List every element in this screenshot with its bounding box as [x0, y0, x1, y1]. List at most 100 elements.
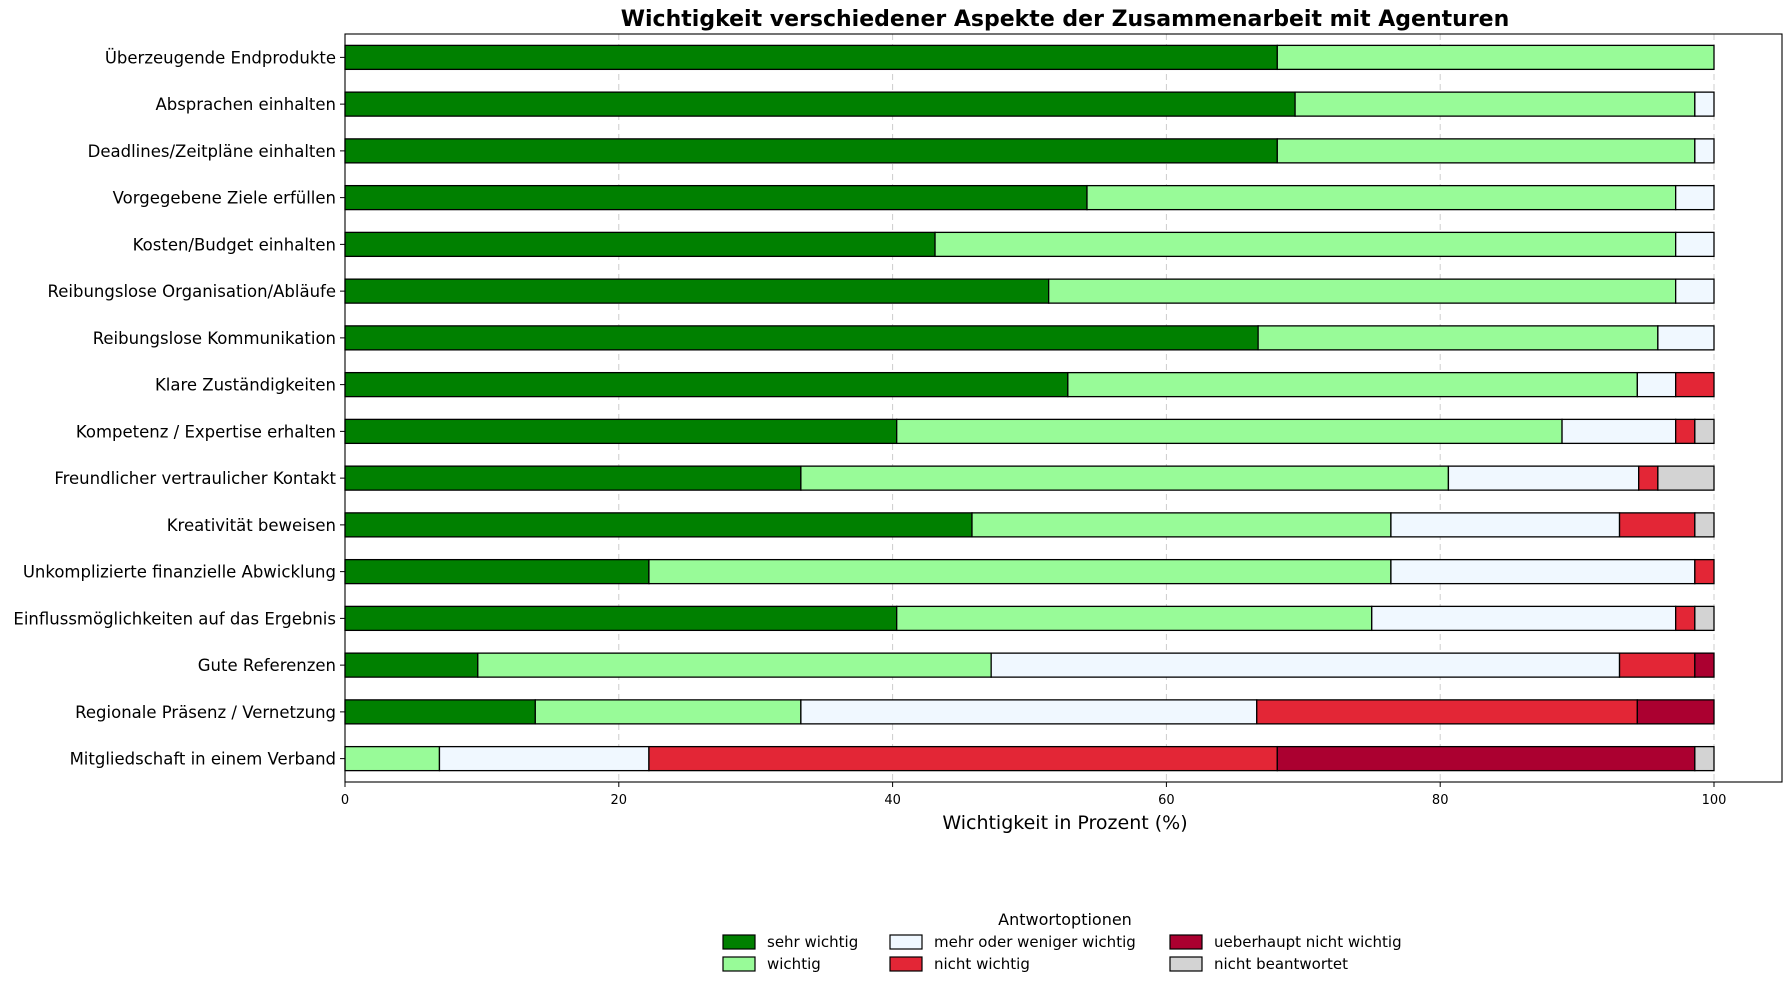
- legend-label-1: sehr wichtig: [767, 933, 858, 951]
- bar-segment-12-3: [1390, 558, 1696, 585]
- bar-segment-16-4: [648, 745, 1278, 772]
- legend-label-2: wichtig: [767, 955, 821, 973]
- bar-segment-8-3: [1636, 371, 1677, 398]
- x-tick-label-80: 80: [1432, 793, 1449, 808]
- bar-segment-10-4: [1638, 465, 1659, 491]
- category-label-2: Absprachen einhalten: [155, 95, 336, 114]
- bar-segment-5-2: [934, 231, 1677, 258]
- bar-segment-7-2: [1257, 325, 1659, 351]
- bar-segment-9-6: [1694, 418, 1715, 445]
- bar-segment-15-2: [534, 699, 802, 725]
- bar-segment-2-3: [1694, 91, 1715, 117]
- x-tick-label-0: 0: [341, 793, 349, 808]
- bar-segment-10-3: [1447, 465, 1640, 491]
- bar-segment-10-1: [344, 465, 802, 491]
- chart-title: Wichtigkeit verschiedener Aspekte der Zu…: [621, 7, 1510, 32]
- bar-segment-16-6: [1694, 745, 1715, 772]
- category-label-3: Deadlines/Zeitpläne einhalten: [88, 142, 336, 161]
- bar-segment-13-4: [1675, 605, 1696, 632]
- bar-segment-11-3: [1390, 512, 1621, 538]
- bar-segment-11-4: [1618, 512, 1696, 538]
- bar-segment-10-6: [1657, 465, 1715, 491]
- bar-segment-10-2: [800, 465, 1450, 491]
- bar-segment-3-1: [344, 138, 1278, 164]
- bar-segment-16-2: [344, 745, 441, 772]
- x-tick-label-20: 20: [611, 793, 628, 808]
- bar-segment-5-3: [1675, 231, 1715, 258]
- bar-segment-13-2: [896, 605, 1373, 632]
- bar-segment-14-5: [1694, 652, 1715, 678]
- bar-segment-13-1: [344, 605, 898, 632]
- category-label-1: Überzeugende Endprodukte: [105, 48, 336, 67]
- legend-swatch-2: [722, 956, 756, 972]
- category-label-4: Vorgegebene Ziele erfüllen: [113, 189, 336, 208]
- bar-segment-2-1: [344, 91, 1296, 117]
- legend-swatch-3: [889, 934, 923, 950]
- bars: [344, 44, 1715, 772]
- bar-segment-14-4: [1618, 652, 1696, 678]
- legend-swatch-4: [889, 956, 923, 972]
- bar-segment-14-2: [477, 652, 992, 678]
- bar-segment-15-3: [800, 699, 1258, 725]
- legend-items: sehr wichtig wichtig mehr oder weniger wic…: [722, 933, 1402, 973]
- legend-swatch-1: [722, 934, 756, 950]
- category-label-13: Einflussmöglichkeiten auf das Ergebnis: [13, 609, 336, 628]
- bar-segment-12-4: [1694, 558, 1715, 585]
- bar-segment-9-4: [1675, 418, 1696, 445]
- category-label-5: Kosten/Budget einhalten: [133, 235, 336, 254]
- category-label-12: Unkomplizierte finanzielle Abwicklung: [23, 563, 336, 582]
- category-label-15: Regionale Präsenz / Vernetzung: [75, 703, 336, 722]
- bar-segment-11-2: [971, 512, 1392, 538]
- legend-label-5: ueberhaupt nicht wichtig: [1214, 933, 1402, 951]
- legend-label-6: nicht beantwortet: [1214, 955, 1348, 973]
- bar-segment-4-3: [1675, 184, 1715, 211]
- bar-segment-13-3: [1371, 605, 1677, 632]
- bar-segment-2-2: [1294, 91, 1696, 117]
- bar-segment-15-5: [1636, 699, 1715, 725]
- x-tick-label-40: 40: [884, 793, 901, 808]
- bar-segment-6-3: [1675, 278, 1715, 304]
- bar-segment-13-6: [1694, 605, 1715, 632]
- bar-segment-14-1: [344, 652, 479, 678]
- legend-label-4: nicht wichtig: [934, 955, 1030, 973]
- bar-segment-3-3: [1694, 138, 1715, 164]
- axes: [340, 33, 1783, 787]
- category-label-6: Reibungslose Organisation/Abläufe: [48, 282, 336, 301]
- bar-segment-5-1: [344, 231, 936, 258]
- category-label-8: Klare Zuständigkeiten: [155, 376, 336, 395]
- bar-segment-14-3: [990, 652, 1621, 678]
- bar-segment-9-2: [896, 418, 1563, 445]
- bar-segment-9-3: [1561, 418, 1677, 445]
- legend-swatch-5: [1169, 934, 1203, 950]
- bar-segment-7-1: [344, 325, 1259, 351]
- category-label-16: Mitgliedschaft in einem Verband: [70, 750, 336, 769]
- category-label-10: Freundlicher vertraulicher Kontakt: [54, 469, 336, 488]
- category-label-11: Kreativität beweisen: [167, 516, 336, 535]
- category-label-9: Kompetenz / Expertise erhalten: [76, 422, 336, 441]
- x-tick-labels: 0 20 40 60 80 100: [341, 793, 1727, 808]
- bar-segment-9-1: [344, 418, 898, 445]
- bar-segment-12-1: [344, 558, 650, 585]
- category-labels: Überzeugende Endprodukte Absprachen einha…: [13, 48, 336, 768]
- bar-segment-15-4: [1256, 699, 1638, 725]
- bar-segment-7-3: [1657, 325, 1715, 351]
- bar-segment-3-2: [1276, 138, 1696, 164]
- legend-swatch-6: [1169, 956, 1203, 972]
- bar-segment-11-1: [344, 512, 973, 538]
- legend-title: Antwortoptionen: [998, 910, 1132, 929]
- x-tick-label-60: 60: [1158, 793, 1175, 808]
- legend-label-3: mehr oder weniger wichtig: [934, 933, 1136, 951]
- bar-segment-8-1: [344, 371, 1069, 398]
- bar-segment-11-6: [1694, 512, 1715, 538]
- category-label-14: Gute Referenzen: [198, 656, 336, 675]
- bar-segment-1-2: [1276, 44, 1715, 71]
- bar-segment-15-1: [344, 699, 536, 725]
- bar-segment-6-2: [1048, 278, 1677, 304]
- category-label-7: Reibungslose Kommunikation: [93, 329, 336, 348]
- bar-segment-6-1: [344, 278, 1050, 304]
- bar-segment-16-3: [438, 745, 650, 772]
- bar-segment-1-1: [344, 44, 1278, 71]
- bar-segment-8-4: [1675, 371, 1715, 398]
- x-tick-label-100: 100: [1702, 793, 1727, 808]
